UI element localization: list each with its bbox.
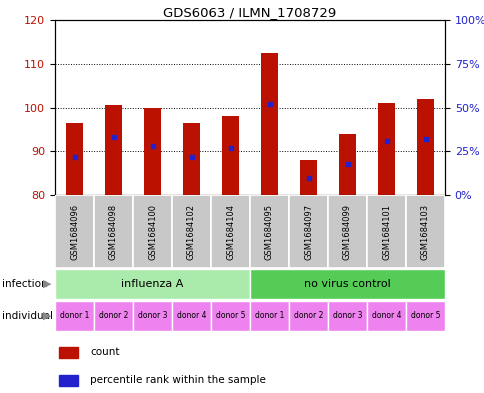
- Text: GSM1684102: GSM1684102: [187, 204, 196, 259]
- Bar: [55, 301, 94, 331]
- Text: donor 3: donor 3: [332, 312, 362, 321]
- Text: GSM1684099: GSM1684099: [342, 204, 351, 259]
- Text: donor 4: donor 4: [176, 312, 206, 321]
- Bar: [288, 301, 327, 331]
- Text: GSM1684098: GSM1684098: [109, 204, 118, 259]
- Text: donor 2: donor 2: [99, 312, 128, 321]
- Bar: [249, 301, 288, 331]
- Bar: [105, 105, 122, 195]
- Text: GSM1684097: GSM1684097: [303, 204, 312, 259]
- Text: ▶: ▶: [43, 279, 51, 289]
- Bar: [338, 134, 356, 195]
- Text: influenza A: influenza A: [121, 279, 183, 289]
- Bar: [327, 195, 366, 268]
- Bar: [327, 301, 366, 331]
- Bar: [405, 195, 444, 268]
- Bar: [59, 375, 78, 386]
- Bar: [133, 301, 172, 331]
- Bar: [299, 160, 317, 195]
- Text: donor 1: donor 1: [60, 312, 89, 321]
- Bar: [133, 195, 172, 268]
- Bar: [377, 103, 394, 195]
- Text: donor 1: donor 1: [254, 312, 284, 321]
- Text: individual: individual: [2, 311, 53, 321]
- Text: GSM1684104: GSM1684104: [226, 204, 235, 259]
- Text: donor 4: donor 4: [371, 312, 400, 321]
- Bar: [55, 269, 249, 299]
- Text: donor 3: donor 3: [137, 312, 167, 321]
- Text: GSM1684101: GSM1684101: [381, 204, 390, 259]
- Bar: [172, 301, 211, 331]
- Bar: [260, 53, 278, 195]
- Text: donor 5: donor 5: [215, 312, 245, 321]
- Text: percentile rank within the sample: percentile rank within the sample: [90, 375, 265, 385]
- Bar: [211, 195, 249, 268]
- Bar: [366, 195, 405, 268]
- Text: GSM1684095: GSM1684095: [264, 204, 273, 259]
- Bar: [405, 301, 444, 331]
- Bar: [416, 99, 433, 195]
- Text: GSM1684100: GSM1684100: [148, 204, 157, 259]
- Text: donor 5: donor 5: [410, 312, 439, 321]
- Text: no virus control: no virus control: [303, 279, 390, 289]
- Text: GSM1684096: GSM1684096: [70, 204, 79, 259]
- Bar: [288, 195, 327, 268]
- Bar: [143, 108, 161, 195]
- Bar: [182, 123, 200, 195]
- Bar: [249, 195, 288, 268]
- Bar: [221, 116, 239, 195]
- Text: infection: infection: [2, 279, 48, 289]
- Bar: [66, 123, 83, 195]
- Bar: [366, 301, 405, 331]
- Text: GSM1684103: GSM1684103: [420, 204, 429, 259]
- Bar: [249, 269, 444, 299]
- Text: donor 2: donor 2: [293, 312, 322, 321]
- Title: GDS6063 / ILMN_1708729: GDS6063 / ILMN_1708729: [163, 6, 336, 19]
- Bar: [59, 347, 78, 358]
- Bar: [94, 301, 133, 331]
- Text: count: count: [90, 347, 120, 357]
- Bar: [211, 301, 249, 331]
- Bar: [55, 195, 94, 268]
- Bar: [94, 195, 133, 268]
- Bar: [172, 195, 211, 268]
- Text: ▶: ▶: [43, 311, 51, 321]
